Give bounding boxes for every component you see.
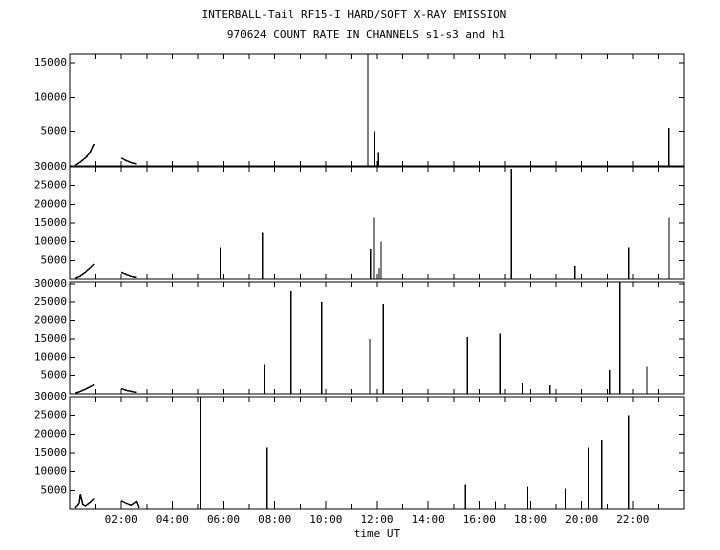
count-curve — [120, 271, 137, 279]
y-tick-label: 10000 — [34, 235, 67, 248]
y-tick-label: 5000 — [41, 253, 68, 266]
x-tick-label: 22:00 — [616, 513, 649, 526]
x-tick-label: 08:00 — [258, 513, 291, 526]
count-curve — [74, 493, 95, 509]
y-tick-label: 20000 — [34, 427, 67, 440]
x-tick-label: 16:00 — [463, 513, 496, 526]
y-tick-label: 25000 — [34, 295, 67, 308]
count-curve — [120, 387, 137, 394]
x-tick-label: 12:00 — [360, 513, 393, 526]
count-curve — [120, 157, 137, 165]
y-tick-label: 5000 — [41, 369, 68, 382]
y-tick-label: 30000 — [34, 390, 67, 403]
y-tick-label: 15000 — [34, 332, 67, 345]
count-curve — [74, 143, 95, 166]
chart-subtitle: 970624 COUNT RATE IN CHANNELS s1-s3 and … — [227, 28, 505, 41]
y-tick-label: 20000 — [34, 314, 67, 327]
x-tick-label: 18:00 — [514, 513, 547, 526]
y-tick-label: 15000 — [34, 446, 67, 459]
count-curve — [74, 263, 95, 279]
x-tick-label: 06:00 — [207, 513, 240, 526]
y-tick-label: 25000 — [34, 409, 67, 422]
y-tick-label: 10000 — [34, 90, 67, 103]
chart-title: INTERBALL-Tail RF15-I HARD/SOFT X-RAY EM… — [202, 8, 507, 21]
y-tick-label: 5000 — [41, 125, 68, 138]
count-curve — [120, 500, 140, 509]
y-tick-label: 30000 — [34, 277, 67, 290]
y-tick-label: 10000 — [34, 350, 67, 363]
y-tick-label: 10000 — [34, 465, 67, 478]
y-tick-label: 15000 — [34, 56, 67, 69]
x-tick-label: 14:00 — [412, 513, 445, 526]
count-curve — [74, 383, 95, 394]
y-tick-label: 25000 — [34, 179, 67, 192]
y-tick-label: 15000 — [34, 216, 67, 229]
x-axis-label: time UT — [354, 527, 401, 540]
y-tick-label: 30000 — [34, 160, 67, 173]
x-tick-label: 20:00 — [565, 513, 598, 526]
y-tick-label: 20000 — [34, 197, 67, 210]
x-tick-label: 10:00 — [309, 513, 342, 526]
y-tick-label: 5000 — [41, 483, 68, 496]
x-tick-label: 04:00 — [156, 513, 189, 526]
x-tick-label: 02:00 — [105, 513, 138, 526]
